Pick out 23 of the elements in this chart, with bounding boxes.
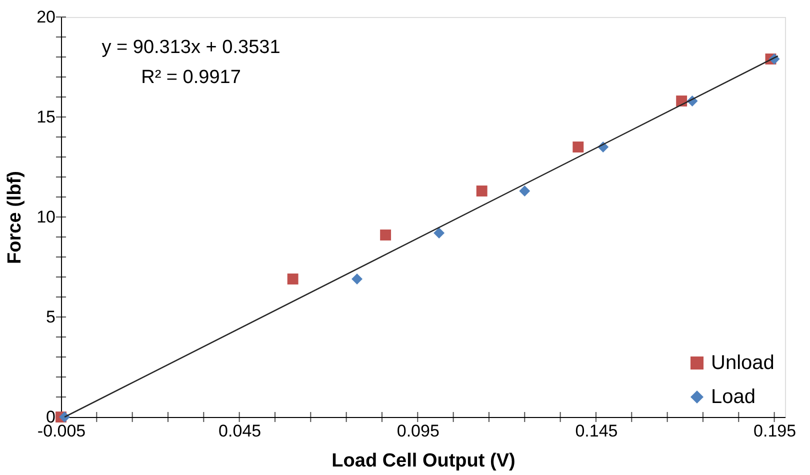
x-tick-label: 0.145: [575, 422, 618, 440]
point: [287, 274, 298, 284]
point: [572, 142, 584, 152]
point: [476, 186, 488, 196]
y-axis-title: Force (lbf): [4, 171, 26, 264]
x-tick-label: -0.005: [37, 422, 86, 440]
x-tick-label: 0.195: [754, 422, 796, 440]
y-tick-label: 15: [36, 108, 56, 126]
x-axis-title: Load Cell Output (V): [332, 450, 516, 472]
annotation: R² = 0.9917: [141, 67, 241, 88]
annotation: y = 90.313x + 0.3531: [102, 37, 280, 58]
point: [352, 274, 362, 284]
legend-label: Load: [711, 386, 756, 408]
y-tick-label: 5: [46, 308, 56, 326]
point: [380, 230, 392, 240]
legend-label: Unload: [711, 352, 774, 374]
point: [59, 412, 70, 422]
y-tick-label: 10: [36, 208, 56, 226]
x-tick-label: 0.095: [396, 422, 440, 440]
x-tick-label: 0.045: [218, 422, 262, 440]
point: [434, 228, 445, 238]
y-tick-label: 20: [36, 8, 56, 26]
point: [519, 186, 530, 196]
